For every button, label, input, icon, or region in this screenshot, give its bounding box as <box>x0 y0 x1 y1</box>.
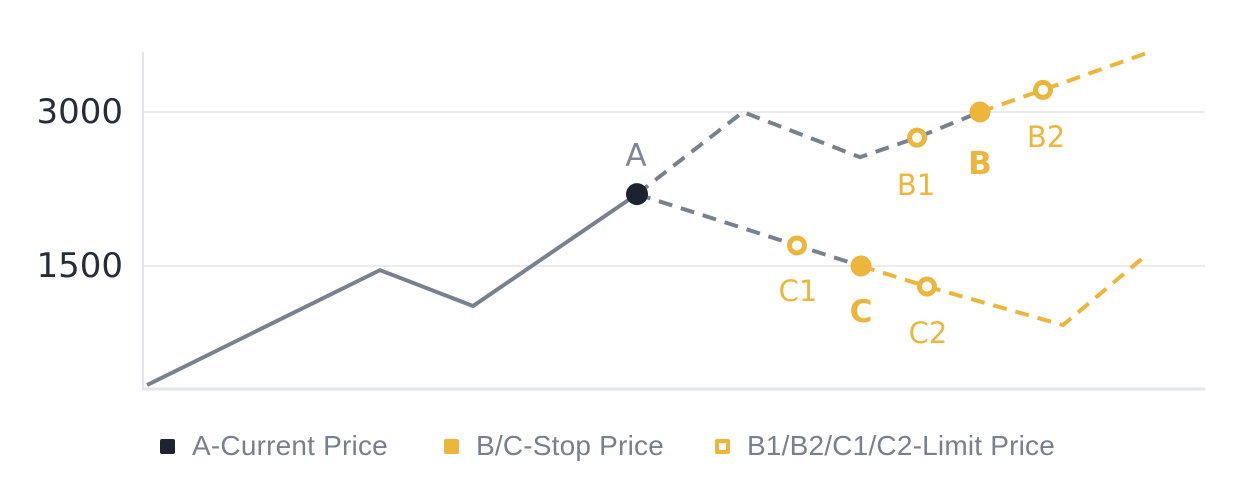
series-price-history <box>146 192 639 387</box>
limit-price-swatch-icon <box>715 438 730 454</box>
series-projection-after-stop-c <box>860 256 1145 328</box>
marker-label-C2: C2 <box>909 316 948 350</box>
marker-label-B1: B1 <box>897 168 935 202</box>
legend-label-limit-price: B1/B2/C1/C2-Limit Price <box>747 430 1056 461</box>
legend-item-current-price: A-Current Price <box>160 430 388 462</box>
series-projection-to-stop-c <box>636 192 862 268</box>
series-projection-to-stop-b <box>635 110 981 196</box>
legend-label-stop-price: B/C-Stop Price <box>476 430 664 461</box>
series-projection-after-stop-b <box>979 51 1148 114</box>
y-tick-label-3000: 3000 <box>36 92 123 132</box>
marker-C2 <box>917 276 937 297</box>
legend: A-Current Price B/C-Stop Price B1/B2/C1/… <box>0 430 1242 462</box>
marker-label-B2: B2 <box>1027 120 1065 154</box>
marker-C <box>850 255 872 277</box>
marker-label-B: B <box>968 146 992 182</box>
legend-item-limit-price: B1/B2/C1/C2-Limit Price <box>715 430 1055 462</box>
stop-price-swatch-icon <box>444 438 459 454</box>
y-tick-label-1500: 1500 <box>36 246 123 286</box>
marker-B <box>969 101 991 123</box>
marker-label-A: A <box>625 138 646 174</box>
current-price-swatch-icon <box>160 438 175 454</box>
marker-A <box>626 183 648 206</box>
marker-B1 <box>907 127 927 148</box>
legend-label-current-price: A-Current Price <box>192 430 388 461</box>
marker-B2 <box>1033 79 1053 100</box>
legend-item-stop-price: B/C-Stop Price <box>444 430 664 462</box>
marker-C1 <box>787 235 807 256</box>
marker-label-C: C <box>850 294 873 330</box>
marker-label-C1: C1 <box>779 274 818 308</box>
